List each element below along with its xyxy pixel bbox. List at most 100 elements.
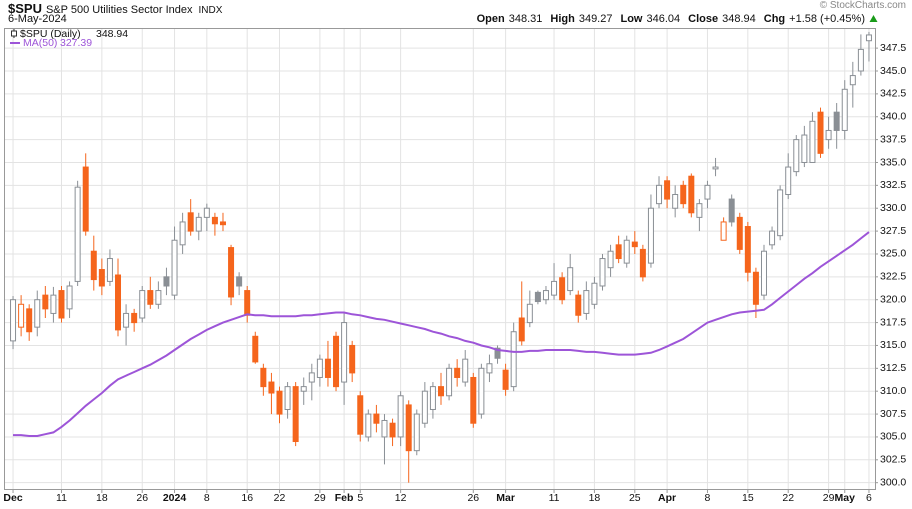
candle-body bbox=[381, 419, 388, 438]
y-tick-label: 347.5 bbox=[880, 42, 906, 54]
candle-body bbox=[244, 290, 251, 316]
candle-body bbox=[470, 376, 477, 424]
candle-body bbox=[567, 267, 574, 292]
candle-body bbox=[115, 274, 122, 331]
index-name: S&P 500 Utilities Sector Index bbox=[45, 4, 193, 16]
x-tick-label: 2024 bbox=[163, 492, 187, 504]
change-value: +1.58 (+0.45%) bbox=[789, 13, 865, 25]
candle-body bbox=[34, 299, 41, 328]
candle-body bbox=[252, 335, 259, 363]
x-tick-label: 26 bbox=[136, 492, 148, 504]
x-tick-label: 29 bbox=[314, 492, 326, 504]
candle-body bbox=[42, 294, 49, 310]
candle-body bbox=[405, 404, 412, 452]
candle-body bbox=[680, 184, 687, 205]
candle-body bbox=[219, 221, 226, 226]
y-tick-label: 310.0 bbox=[880, 385, 906, 397]
candle-body bbox=[793, 139, 800, 173]
candle-body bbox=[583, 290, 590, 314]
x-tick-label: 25 bbox=[629, 492, 641, 504]
candle-body bbox=[131, 312, 138, 324]
candle-body bbox=[656, 184, 663, 205]
x-tick-label: 18 bbox=[589, 492, 601, 504]
close-value: 348.94 bbox=[722, 13, 756, 25]
up-triangle bbox=[869, 15, 878, 22]
candle-body bbox=[203, 207, 210, 218]
y-tick-label: 332.5 bbox=[880, 179, 906, 191]
candle-body bbox=[123, 312, 130, 328]
y-tick-label: 322.5 bbox=[880, 271, 906, 283]
high-label: High bbox=[550, 13, 575, 25]
x-tick-label: 8 bbox=[204, 492, 210, 504]
high-value: 349.27 bbox=[578, 13, 613, 25]
candle-body bbox=[284, 386, 291, 410]
y-tick-label: 312.5 bbox=[880, 362, 906, 374]
candle-body bbox=[785, 166, 792, 196]
candle-body bbox=[397, 395, 404, 438]
candle-body bbox=[841, 88, 848, 131]
x-tick-label: Feb bbox=[335, 492, 354, 504]
candle-body bbox=[171, 239, 178, 296]
candle-body bbox=[736, 216, 743, 250]
ohlc-summary: Open 348.31 High 349.27 Low 346.04 Close 348… bbox=[477, 13, 878, 25]
y-tick-label: 340.0 bbox=[880, 111, 906, 123]
candle-body bbox=[575, 294, 582, 316]
candle-body bbox=[268, 381, 275, 394]
x-tick-label: 6 bbox=[866, 492, 872, 504]
candle-body bbox=[728, 198, 735, 223]
y-tick-label: 315.0 bbox=[880, 339, 906, 351]
open-label: Open bbox=[476, 13, 505, 25]
candle-body bbox=[639, 248, 646, 278]
candle-body bbox=[421, 390, 428, 424]
candle-body bbox=[147, 290, 154, 305]
low-label: Low bbox=[620, 13, 643, 25]
candle-body bbox=[195, 216, 202, 232]
legend-value: 327.39 bbox=[60, 37, 92, 49]
y-tick-label: 302.5 bbox=[880, 454, 906, 466]
y-tick-label: 317.5 bbox=[880, 316, 906, 328]
candle-body bbox=[316, 358, 323, 378]
candle-body bbox=[591, 282, 598, 305]
candle-body bbox=[607, 250, 614, 269]
candle-body bbox=[454, 367, 461, 378]
header: $SPU S&P 500 Utilities Sector Index INDX bbox=[8, 1, 222, 16]
x-tick-label: 15 bbox=[742, 492, 754, 504]
candle-body bbox=[179, 221, 186, 246]
candle-body bbox=[139, 290, 146, 319]
candle-body bbox=[236, 276, 243, 287]
candle-body bbox=[688, 175, 695, 214]
candle-body bbox=[849, 75, 856, 86]
y-tick-label: 300.0 bbox=[880, 476, 906, 488]
y-tick-label: 335.0 bbox=[880, 156, 906, 168]
candle-body bbox=[494, 347, 501, 359]
candle-body bbox=[664, 180, 671, 200]
x-tick-label: 18 bbox=[96, 492, 108, 504]
legend: $SPU (Daily) 348.94 MA(50) 327.39 bbox=[10, 28, 128, 49]
candle-body bbox=[599, 258, 606, 287]
legend-candle-body bbox=[11, 30, 17, 37]
y-tick-label: 337.5 bbox=[880, 133, 906, 145]
candle-body bbox=[276, 390, 283, 415]
candle-body bbox=[825, 129, 832, 141]
ticker: $SPU bbox=[8, 1, 42, 16]
candle-body bbox=[510, 331, 517, 388]
candle-body bbox=[98, 269, 105, 287]
x-tick-label: Apr bbox=[658, 492, 676, 504]
candle-body bbox=[631, 241, 638, 248]
candle-body bbox=[438, 386, 444, 397]
candle-body bbox=[300, 386, 307, 392]
candle-body bbox=[777, 189, 784, 237]
x-tick-label: May bbox=[835, 492, 856, 504]
candle-body bbox=[712, 166, 719, 170]
candle-body bbox=[486, 363, 493, 374]
candle-body bbox=[292, 386, 299, 443]
legend-label: $SPU (Daily) bbox=[20, 28, 81, 40]
y-tick-label: 325.0 bbox=[880, 248, 906, 260]
candle-body bbox=[518, 317, 525, 342]
candle-body bbox=[446, 367, 453, 397]
candle-body bbox=[857, 48, 864, 72]
watermark: © StockCharts.com bbox=[819, 0, 906, 11]
candle-body bbox=[66, 285, 73, 310]
x-tick-label: 8 bbox=[705, 492, 711, 504]
